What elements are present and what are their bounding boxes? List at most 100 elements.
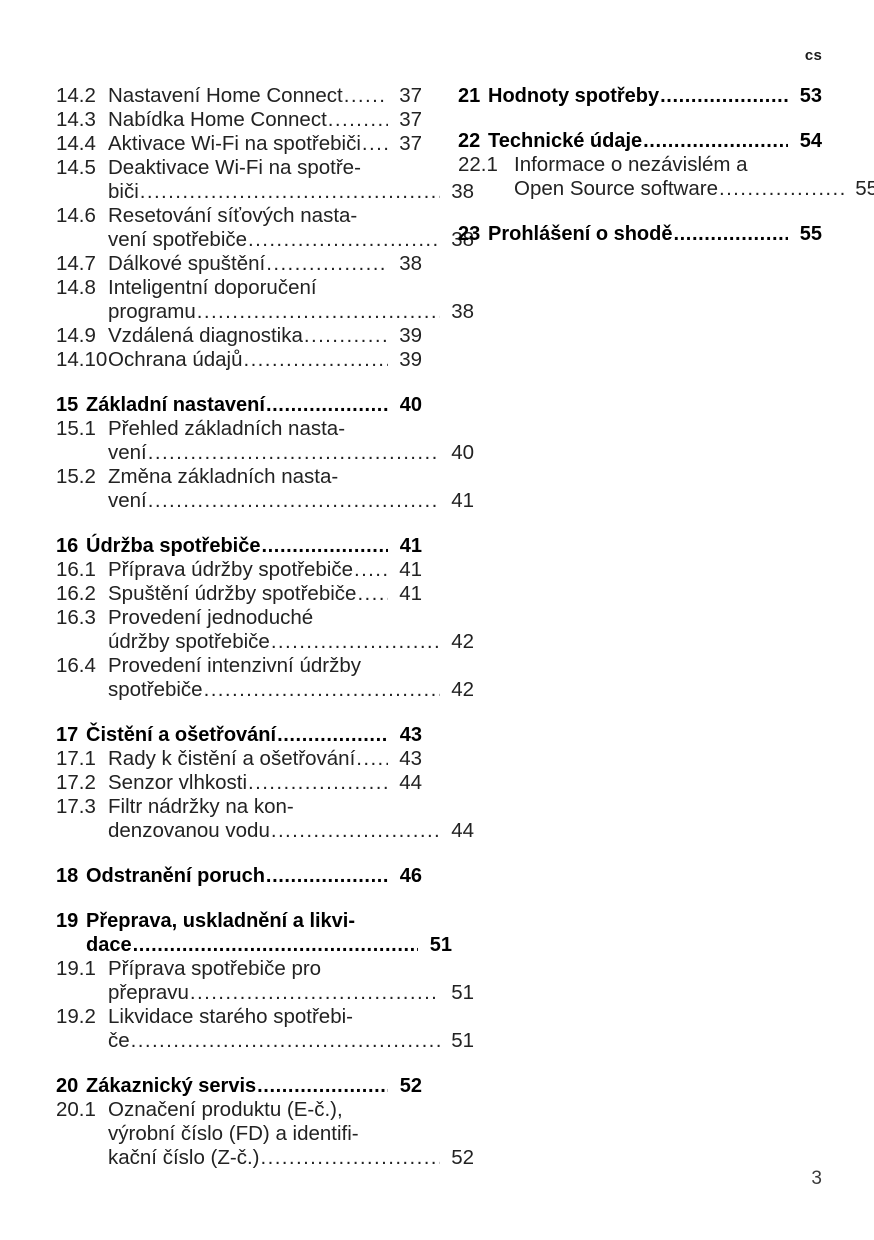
toc-entry[interactable]: 16.2 Spuštění údržby spotřebiče 41 (56, 582, 422, 606)
toc-entry[interactable]: 17.1 Rady k čistění a ošetřování 43 (56, 747, 422, 771)
toc-entry[interactable]: 15 Základní nastavení 40 (56, 393, 422, 417)
toc-entry-page-number: 38 (451, 228, 474, 251)
toc-entry-number: 14.6 (56, 204, 96, 227)
toc-entry-number: 17 (56, 724, 79, 746)
toc-entry[interactable]: 14.6 Resetování síťových nasta-vení spotř… (56, 204, 474, 252)
toc-entry-label: Provedení jednoduché (108, 606, 314, 629)
toc-entry-line: přepravu 51 (56, 981, 474, 1005)
toc-entry-number: 14.10 (56, 348, 108, 371)
toc-entry[interactable]: 15.1 Přehled základních nasta-vení 40 (56, 417, 474, 465)
toc-entry-page-number: 41 (399, 558, 422, 581)
toc-entry-label: Označení produktu (E-č.), (108, 1098, 343, 1121)
toc-entry-number: 16.2 (56, 582, 96, 605)
toc-entry-line: 14.4 Aktivace Wi-Fi na spotřebiči 37 (56, 132, 422, 156)
toc-entry-number: 22 (458, 130, 481, 152)
toc-entry[interactable]: 19 Přeprava, uskladnění a likvi-dace 51 (56, 909, 452, 957)
toc-dot-leader (271, 819, 440, 843)
toc-entry-label: kační číslo (Z-č.) (108, 1146, 260, 1169)
toc-entry-number: 17.1 (56, 747, 96, 770)
toc-entry-page-number: 41 (399, 582, 422, 605)
toc-column-left: 14.2 Nastavení Home Connect 37 14.3 Nabídka … (56, 84, 474, 1170)
toc-entry-line: dace 51 (56, 933, 452, 957)
toc-entry-number: 17.3 (56, 795, 96, 818)
toc-entry-label: Ochrana údajů (108, 348, 243, 371)
toc-entry-label: přepravu (108, 981, 189, 1004)
toc-dot-leader (133, 933, 418, 957)
toc-dot-leader (266, 252, 388, 276)
toc-dot-leader (673, 222, 788, 246)
toc-entry-number: 22.1 (458, 153, 498, 176)
toc-entry-number: 23 (458, 223, 481, 245)
toc-dot-leader (131, 1029, 440, 1053)
toc-entry[interactable]: 16.1 Příprava údržby spotřebiče 41 (56, 558, 422, 582)
toc-entry[interactable]: 14.3 Nabídka Home Connect 37 (56, 108, 422, 132)
toc-entry-page-number: 52 (451, 1146, 474, 1169)
toc-entry[interactable]: 14.5 Deaktivace Wi-Fi na spotře-biči 38 (56, 156, 474, 204)
toc-dot-leader (643, 129, 788, 153)
toc-entry[interactable]: 17.2 Senzor vlhkosti 44 (56, 771, 422, 795)
toc-entry-page-number: 43 (399, 747, 422, 770)
toc-entry-number: 14.8 (56, 276, 96, 299)
toc-entry[interactable]: 17.3 Filtr nádržky na kon-denzovanou vodu… (56, 795, 474, 843)
toc-entry-page-number: 42 (451, 678, 474, 701)
toc-entry[interactable]: 21 Hodnoty spotřeby 53 (458, 84, 822, 108)
toc-entry-label: Hodnoty spotřeby (488, 85, 660, 107)
toc-entry-page-number: 44 (399, 771, 422, 794)
toc-entry-line: 17.3 Filtr nádržky na kon- (56, 795, 422, 819)
toc-entry-label: Zákaznický servis (86, 1075, 257, 1097)
toc-entry[interactable]: 14.4 Aktivace Wi-Fi na spotřebiči 37 (56, 132, 422, 156)
toc-entry-label: Prohlášení o shodě (488, 223, 673, 245)
toc-entry-page-number: 41 (399, 535, 422, 557)
toc-entry-page-number: 37 (399, 108, 422, 131)
toc-entry-label: Likvidace starého spotřebi- (108, 1005, 353, 1028)
toc-entry-page-number: 37 (399, 132, 422, 155)
toc-entry-label: Odstranění poruch (86, 865, 265, 887)
toc-entry[interactable]: 14.9 Vzdálená diagnostika 39 (56, 324, 422, 348)
toc-entry-number: 14.2 (56, 84, 96, 107)
toc-entry[interactable]: 19.2 Likvidace starého spotřebi-če 51 (56, 1005, 474, 1053)
toc-entry-line: 16.4 Provedení intenzivní údržby (56, 654, 422, 678)
toc-dot-leader (261, 534, 388, 558)
toc-dot-leader (266, 864, 388, 888)
toc-entry-line: kační číslo (Z-č.) 52 (56, 1146, 474, 1170)
toc-entry-line: 14.2 Nastavení Home Connect 37 (56, 84, 422, 108)
toc-entry-label: Nastavení Home Connect (108, 84, 343, 107)
toc-entry[interactable]: 15.2 Změna základních nasta-vení 41 (56, 465, 474, 513)
toc-entry[interactable]: 23 Prohlášení o shodě 55 (458, 222, 822, 246)
toc-entry-label: Filtr nádržky na kon- (108, 795, 294, 818)
toc-entry[interactable]: 22.1 Informace o nezávislém a Open Source … (458, 153, 874, 201)
toc-entry-line: 14.3 Nabídka Home Connect 37 (56, 108, 422, 132)
toc-entry-page-number: 51 (429, 934, 452, 956)
toc-entry-page-number: 38 (399, 252, 422, 275)
toc-entry[interactable]: 16.4 Provedení intenzivní údržby spotřebič… (56, 654, 474, 702)
toc-dot-leader (148, 489, 440, 513)
toc-entry-number: 16.4 (56, 654, 96, 677)
toc-entry[interactable]: 16.3 Provedení jednoduché údržby spotřebič… (56, 606, 474, 654)
toc-entry-line: 18 Odstranění poruch 46 (56, 864, 422, 888)
toc-entry-label: vení (108, 441, 147, 464)
page-number-folio: 3 (811, 1168, 822, 1189)
toc-dot-leader (140, 180, 440, 204)
toc-entry-page-number: 44 (451, 819, 474, 842)
toc-entry[interactable]: 20 Zákaznický servis 52 (56, 1074, 422, 1098)
toc-entry-line: 15 Základní nastavení 40 (56, 393, 422, 417)
toc-entry-number: 15 (56, 394, 79, 416)
toc-entry-line: 21 Hodnoty spotřeby 53 (458, 84, 822, 108)
toc-entry-number: 14.3 (56, 108, 96, 131)
toc-entry-number: 15.1 (56, 417, 96, 440)
toc-entry-page-number: 41 (451, 489, 474, 512)
toc-entry[interactable]: 18 Odstranění poruch 46 (56, 864, 422, 888)
toc-entry[interactable]: 17 Čistění a ošetřování 43 (56, 723, 422, 747)
toc-entry-line: 20 Zákaznický servis 52 (56, 1074, 422, 1098)
toc-entry[interactable]: 20.1 Označení produktu (E-č.), výrobní čís… (56, 1098, 474, 1170)
toc-entry-line: 16 Údržba spotřebiče 41 (56, 534, 422, 558)
toc-entry[interactable]: 14.2 Nastavení Home Connect 37 (56, 84, 422, 108)
toc-entry-line: 22.1 Informace o nezávislém a (458, 153, 822, 177)
toc-entry[interactable]: 16 Údržba spotřebiče 41 (56, 534, 422, 558)
toc-entry-page-number: 54 (799, 130, 822, 152)
toc-entry[interactable]: 14.7 Dálkové spuštění 38 (56, 252, 422, 276)
toc-entry[interactable]: 22 Technické údaje 54 (458, 129, 822, 153)
